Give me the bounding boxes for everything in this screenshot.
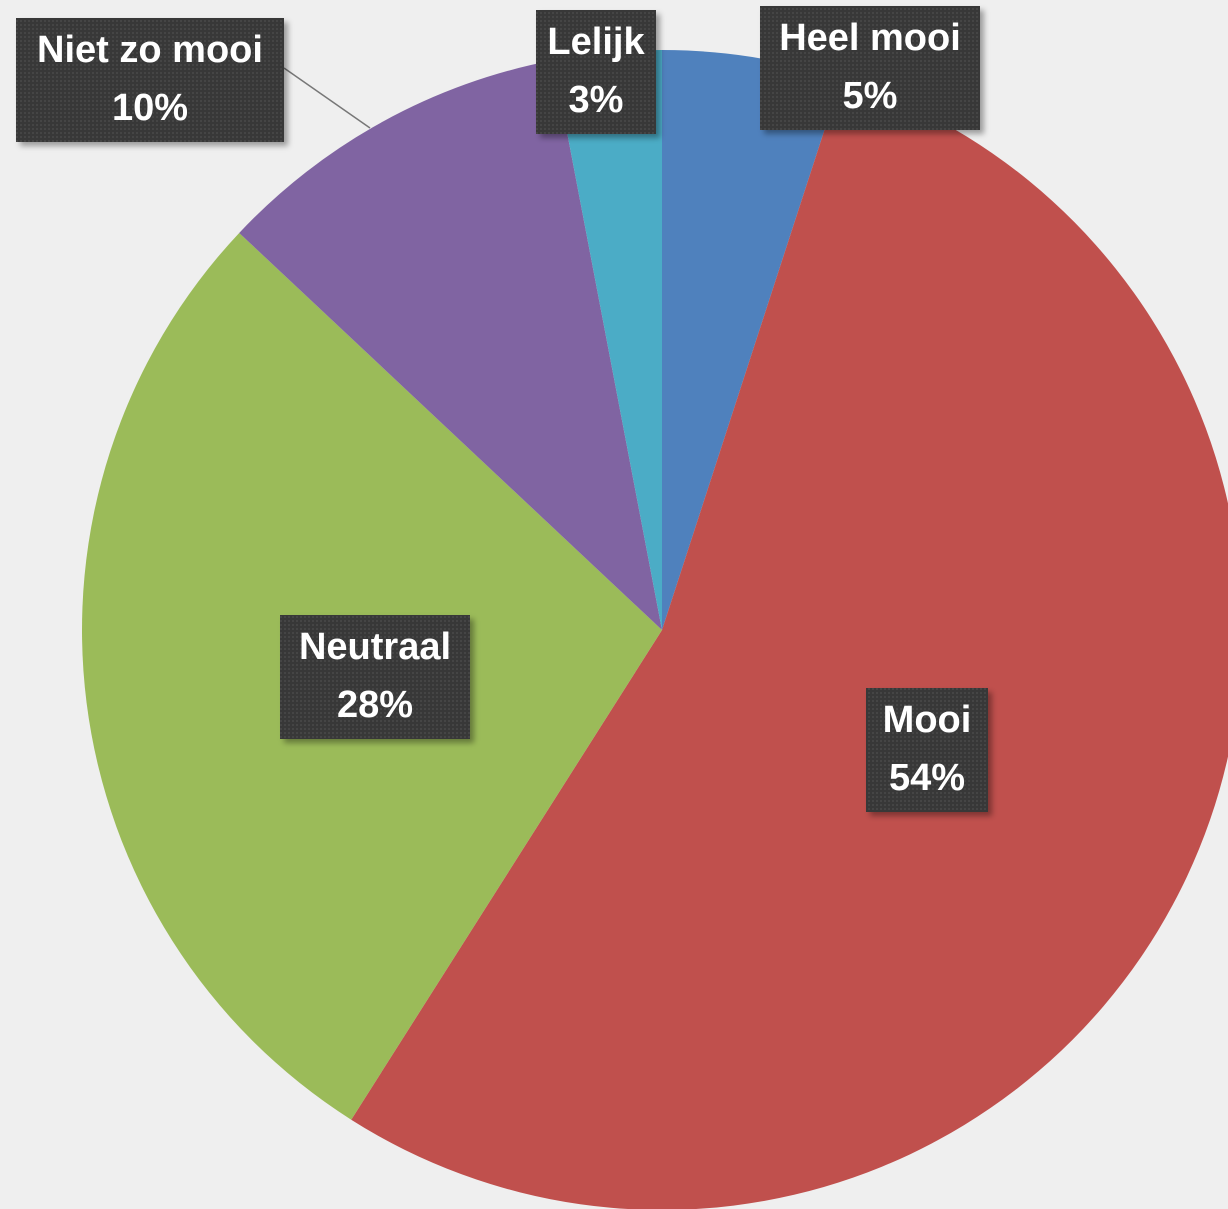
label-box <box>16 18 284 142</box>
category-label: Niet zo mooi <box>37 29 263 71</box>
value-label: 3% <box>569 79 624 121</box>
pie-slice <box>662 50 842 630</box>
value-label: 5% <box>843 75 898 117</box>
label-box <box>280 615 470 739</box>
category-label: Neutraal <box>299 626 451 668</box>
label-box <box>536 10 656 134</box>
value-label: 10% <box>112 87 188 129</box>
label-box <box>760 6 980 130</box>
pie-slice <box>553 50 662 630</box>
value-label: 54% <box>889 757 965 799</box>
category-label: Lelijk <box>547 21 645 63</box>
category-label: Heel mooi <box>779 17 961 59</box>
category-label: Mooi <box>883 699 972 741</box>
label-box <box>866 688 988 812</box>
pie-slice <box>351 78 1228 1209</box>
value-label: 28% <box>337 684 413 726</box>
pie-slice <box>239 60 663 631</box>
leader-line <box>283 67 371 129</box>
